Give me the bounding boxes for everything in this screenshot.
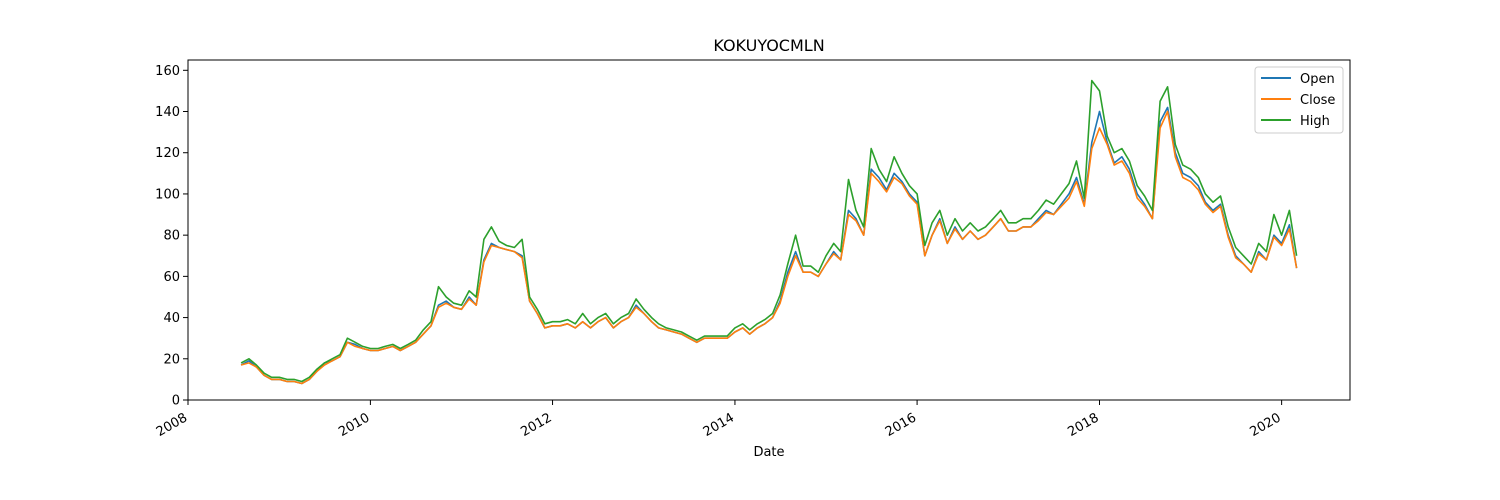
y-tick-label: 160 xyxy=(155,64,180,79)
y-tick-label: 60 xyxy=(163,270,180,285)
series-line-close xyxy=(240,110,1298,385)
x-tick-label: 2018 xyxy=(1065,410,1101,440)
legend: Open Close High xyxy=(1254,66,1344,134)
y-tick-label: 0 xyxy=(172,394,180,409)
y-axis: 0 20 40 60 80 100 120 140 160 xyxy=(155,64,188,409)
y-tick-label: 20 xyxy=(163,352,180,367)
axes-frame xyxy=(187,59,1351,401)
x-tick-label: 2020 xyxy=(1247,410,1283,440)
y-tick-label: 140 xyxy=(155,105,180,120)
x-tick-label: 2012 xyxy=(518,410,554,440)
legend-label-high: High xyxy=(1300,114,1330,129)
y-tick-label: 100 xyxy=(155,187,180,202)
x-tick-label: 2010 xyxy=(336,410,372,440)
legend-label-open: Open xyxy=(1300,72,1335,87)
legend-box xyxy=(1254,66,1344,134)
y-tick-label: 120 xyxy=(155,146,180,161)
series-line-high xyxy=(240,79,1298,383)
x-tick-label: 2016 xyxy=(883,410,919,440)
x-tick-label: 2014 xyxy=(701,410,737,440)
y-tick-label: 80 xyxy=(163,229,180,244)
x-tick-label: 2008 xyxy=(154,410,190,440)
x-axis: 2008 2010 2012 2014 2016 2018 2020 xyxy=(154,400,1284,440)
series-line-open xyxy=(240,106,1298,385)
x-axis-label: Date xyxy=(753,445,784,460)
legend-label-close: Close xyxy=(1300,93,1335,108)
y-tick-label: 40 xyxy=(163,311,180,326)
plot-lines xyxy=(240,79,1298,385)
chart-title: KOKUYOCMLN xyxy=(713,36,824,55)
